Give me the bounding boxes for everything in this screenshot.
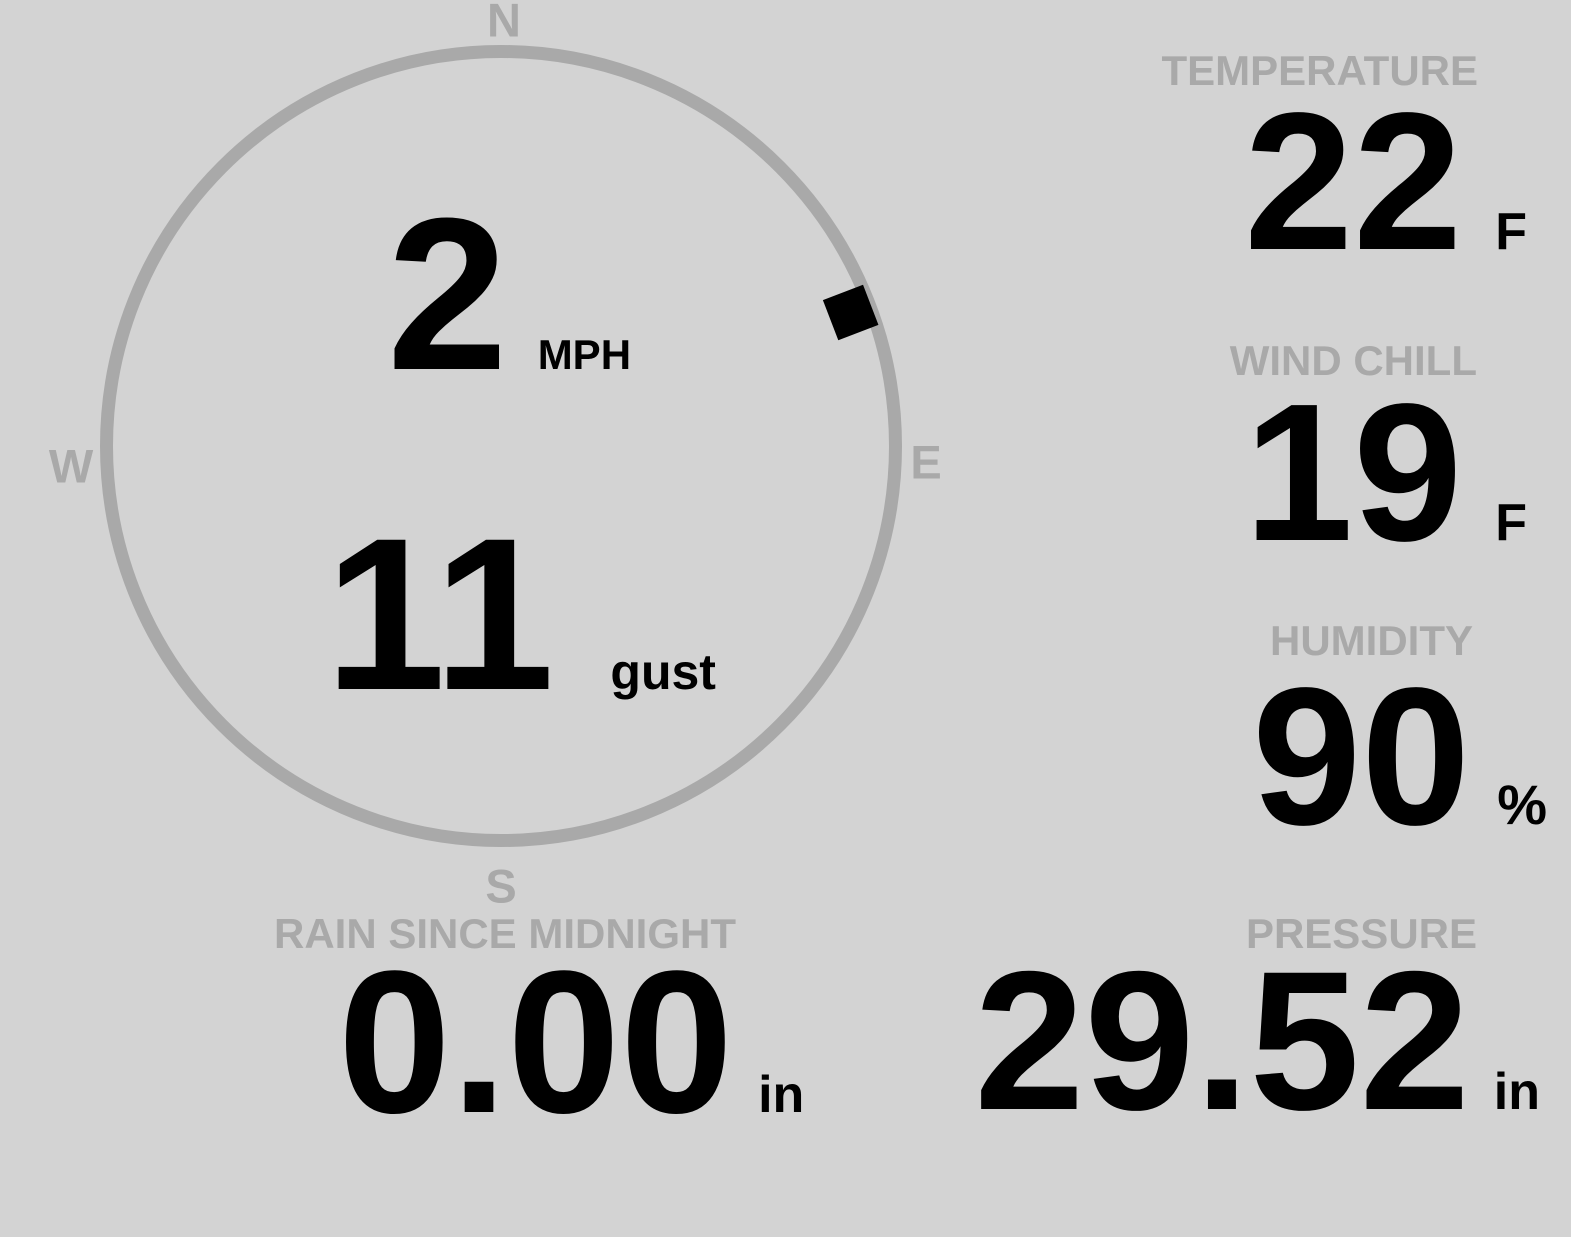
compass-label-east: E [910,435,942,489]
wind-speed-unit: MPH [537,331,632,378]
humidity-label: HUMIDITY [1270,617,1473,664]
wind-gust-unit: gust [610,644,716,700]
wind-speed-reading: 2 MPH [387,186,631,403]
temperature-reading: 22 F [1244,84,1527,280]
pressure-value: 29.52 [974,930,1470,1151]
compass-label-west: W [48,439,94,493]
humidity-value: 90 [1252,647,1471,866]
wind-gust-value: 11 [325,493,555,735]
humidity-unit: % [1497,773,1547,836]
rain-label: RAIN SINCE MIDNIGHT [274,910,736,957]
wind-speed-value: 2 [387,173,508,415]
rain-value: 0.00 [338,929,734,1156]
temperature-label: TEMPERATURE [1161,47,1478,94]
wind-chill-label: WIND CHILL [1229,337,1477,384]
pressure-reading: 29.52 in [974,942,1540,1140]
humidity-reading: 90 % [1252,659,1547,855]
wind-chill-value: 19 [1244,363,1463,582]
compass-label-north: N [487,0,521,47]
rain-unit: in [758,1066,805,1124]
wind-chill-reading: 19 F [1244,375,1527,571]
wind-gust-reading: 11 gust [325,506,716,723]
wind-chill-unit: F [1495,494,1527,552]
pressure-label: PRESSURE [1245,910,1477,957]
compass-label-south: S [485,859,517,913]
temperature-value: 22 [1244,72,1463,291]
rain-reading: 0.00 in [338,941,804,1144]
temperature-unit: F [1495,203,1527,261]
pressure-unit: in [1493,1063,1540,1121]
